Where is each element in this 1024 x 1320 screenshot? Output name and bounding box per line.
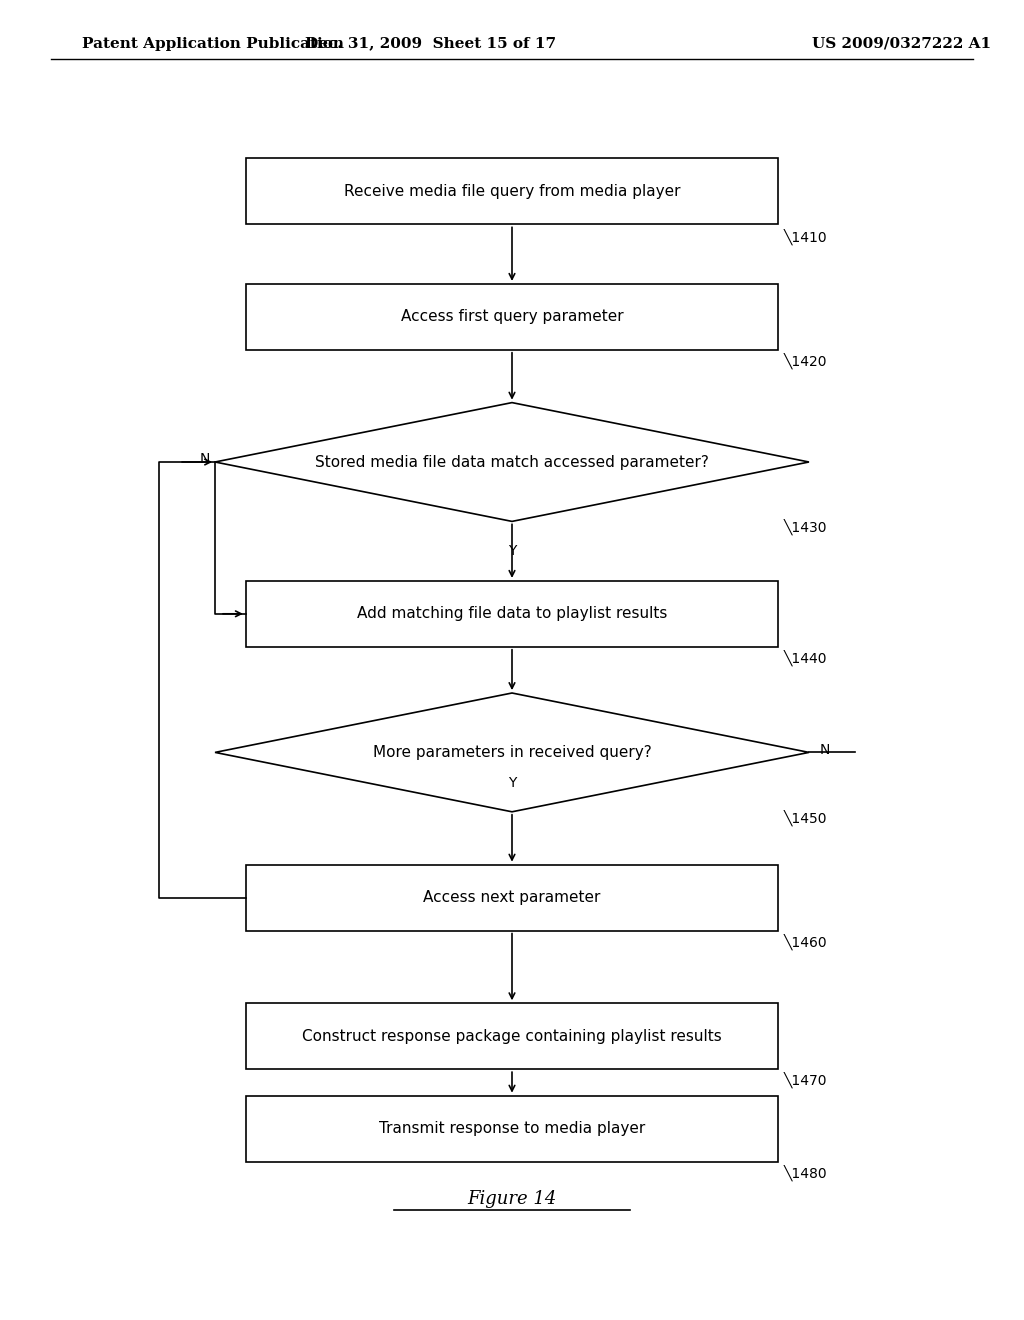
Text: More parameters in received query?: More parameters in received query? xyxy=(373,744,651,760)
Text: ╲1420: ╲1420 xyxy=(783,352,826,368)
Text: Y: Y xyxy=(508,776,516,791)
Text: ╲1470: ╲1470 xyxy=(783,1072,826,1088)
Text: Construct response package containing playlist results: Construct response package containing pl… xyxy=(302,1028,722,1044)
Text: Dec. 31, 2009  Sheet 15 of 17: Dec. 31, 2009 Sheet 15 of 17 xyxy=(304,37,556,50)
Text: ╲1450: ╲1450 xyxy=(783,809,826,825)
Text: N: N xyxy=(819,743,829,756)
Text: Figure 14: Figure 14 xyxy=(467,1189,557,1208)
Text: Add matching file data to playlist results: Add matching file data to playlist resul… xyxy=(356,606,668,622)
Text: N: N xyxy=(200,453,210,466)
Text: US 2009/0327222 A1: US 2009/0327222 A1 xyxy=(812,37,990,50)
Text: ╲1480: ╲1480 xyxy=(783,1164,827,1180)
FancyBboxPatch shape xyxy=(246,581,778,647)
Text: Access next parameter: Access next parameter xyxy=(423,890,601,906)
Text: ╲1410: ╲1410 xyxy=(783,228,827,244)
Text: Access first query parameter: Access first query parameter xyxy=(400,309,624,325)
Text: Stored media file data match accessed parameter?: Stored media file data match accessed pa… xyxy=(315,454,709,470)
Text: Y: Y xyxy=(508,544,516,558)
FancyBboxPatch shape xyxy=(246,865,778,931)
FancyBboxPatch shape xyxy=(246,284,778,350)
FancyBboxPatch shape xyxy=(246,1096,778,1162)
Text: Patent Application Publication: Patent Application Publication xyxy=(82,37,344,50)
Text: Receive media file query from media player: Receive media file query from media play… xyxy=(344,183,680,199)
Polygon shape xyxy=(215,403,809,521)
FancyBboxPatch shape xyxy=(246,158,778,224)
Text: Transmit response to media player: Transmit response to media player xyxy=(379,1121,645,1137)
FancyBboxPatch shape xyxy=(246,1003,778,1069)
Text: ╲1460: ╲1460 xyxy=(783,933,827,949)
Text: ╲1440: ╲1440 xyxy=(783,649,826,665)
Polygon shape xyxy=(215,693,809,812)
Text: ╲1430: ╲1430 xyxy=(783,519,826,535)
